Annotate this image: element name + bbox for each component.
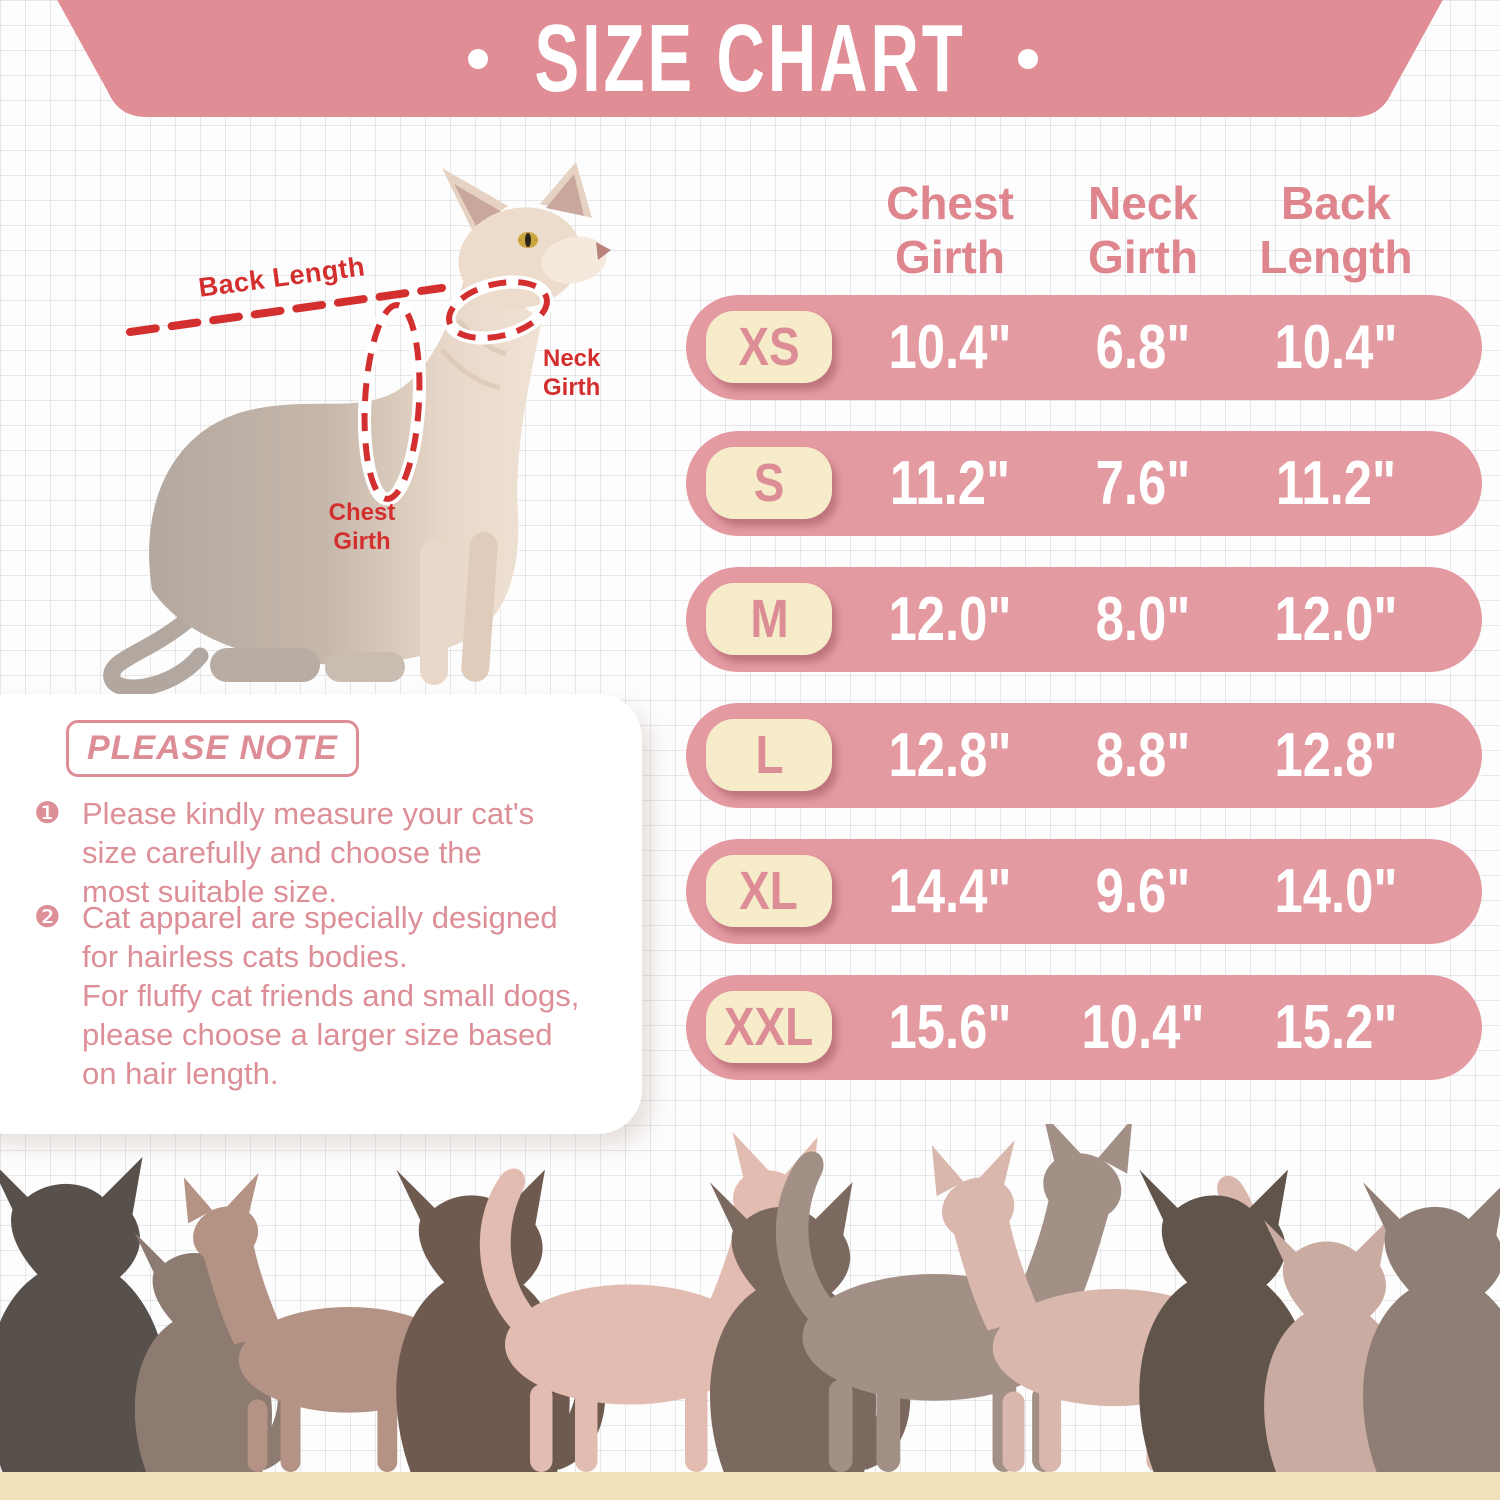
circled-number-1-icon: ❶ [34, 796, 61, 831]
circled-number-2-icon: ❷ [34, 900, 61, 935]
title-dot-left [468, 49, 488, 69]
note-item-text: Please kindly measure your cat's size ca… [82, 796, 535, 909]
size-table: XS 10.4" 6.8" 10.4" S 11.2" 7.6" 11.2" M… [686, 295, 1482, 1111]
table-row-xs: XS 10.4" 6.8" 10.4" [686, 295, 1482, 400]
size-badge: L [706, 719, 832, 791]
column-header-line: Back [1281, 177, 1391, 229]
back-length-value: 14.0" [1274, 857, 1398, 926]
table-row-l: L 12.8" 8.8" 12.8" [686, 703, 1482, 808]
back-length-dashed-line [126, 284, 446, 336]
page-title-text: SIZE CHART [534, 4, 966, 112]
size-badge-label: XXL [724, 997, 814, 1057]
column-header-line: Neck [1088, 177, 1198, 229]
back-length-value: 12.8" [1274, 721, 1398, 790]
column-header-line: Length [1259, 231, 1413, 283]
neck-girth-dashed-ellipse [446, 279, 550, 341]
back-length-value: 15.2" [1274, 993, 1398, 1062]
page-title: SIZE CHART [0, 0, 1500, 117]
bottom-cream-bar [0, 1472, 1500, 1500]
chest-girth-value: 11.2" [889, 449, 1011, 518]
column-header-neck-girth: Neck Girth [1033, 176, 1253, 284]
column-header-line: Girth [895, 231, 1005, 283]
size-badge-label: M [749, 589, 789, 649]
column-header-chest-girth: Chest Girth [840, 176, 1060, 284]
back-length-value: 11.2" [1275, 449, 1397, 518]
column-header-back-length: Back Length [1226, 176, 1446, 284]
size-badge-label: L [754, 725, 784, 785]
column-header-line: Chest [886, 177, 1014, 229]
size-badge-label: XL [739, 861, 799, 921]
size-badge: M [706, 583, 832, 655]
neck-girth-value: 7.6" [1095, 449, 1191, 518]
size-badge-label: S [753, 453, 785, 513]
size-badge-label: XS [738, 317, 800, 377]
please-note-card: PLEASE NOTE ❶ Please kindly measure your… [0, 694, 642, 1134]
chest-girth-value: 12.0" [888, 585, 1012, 654]
back-length-value: 10.4" [1274, 313, 1398, 382]
chest-girth-dashed-ellipse [361, 302, 423, 502]
neck-girth-value: 8.8" [1095, 721, 1191, 790]
neck-girth-value: 6.8" [1095, 313, 1191, 382]
table-row-s: S 11.2" 7.6" 11.2" [686, 431, 1482, 536]
neck-girth-label: Neck Girth [543, 345, 601, 401]
note-item-1: ❶ Please kindly measure your cat's size … [34, 794, 622, 911]
sphynx-cats-photo-strip [0, 1124, 1500, 1472]
chest-girth-value: 12.8" [888, 721, 1012, 790]
size-badge: S [706, 447, 832, 519]
neck-girth-value: 10.4" [1081, 993, 1205, 1062]
title-dot-right [1018, 49, 1038, 69]
chest-girth-label: Chest Girth [328, 499, 396, 555]
note-item-text: Cat apparel are specially designed for h… [82, 900, 580, 1091]
table-row-xl: XL 14.4" 9.6" 14.0" [686, 839, 1482, 944]
table-row-m: M 12.0" 8.0" 12.0" [686, 567, 1482, 672]
neck-girth-value: 9.6" [1095, 857, 1191, 926]
size-badge: XS [706, 311, 832, 383]
sphynx-cat-measurement-illustration [103, 162, 611, 697]
chest-girth-value: 15.6" [888, 993, 1012, 1062]
neck-girth-value: 8.0" [1095, 585, 1191, 654]
banner-ribbon [57, 0, 1443, 117]
table-row-xxl: XXL 15.6" 10.4" 15.2" [686, 975, 1482, 1080]
please-note-title: PLEASE NOTE [66, 720, 359, 777]
back-length-value: 12.0" [1274, 585, 1398, 654]
note-item-2: ❷ Cat apparel are specially designed for… [34, 898, 622, 1093]
chest-girth-value: 14.4" [888, 857, 1012, 926]
size-badge: XL [706, 855, 832, 927]
column-header-line: Girth [1088, 231, 1198, 283]
size-badge: XXL [706, 991, 832, 1063]
chest-girth-value: 10.4" [888, 313, 1012, 382]
